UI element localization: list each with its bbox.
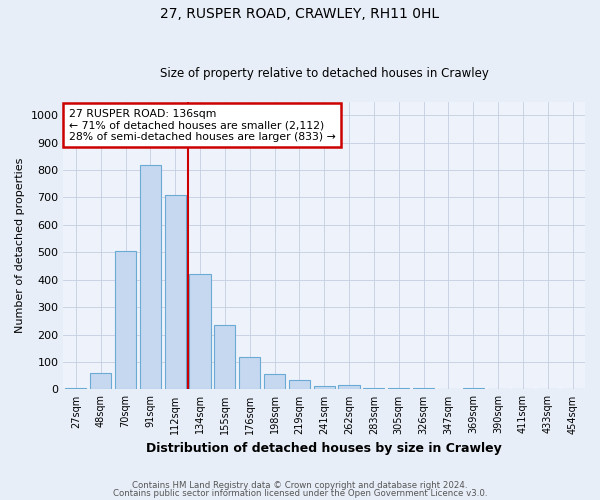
Bar [115, 251, 136, 390]
Bar [338, 386, 359, 390]
Bar [314, 386, 335, 390]
Bar [463, 388, 484, 390]
X-axis label: Distribution of detached houses by size in Crawley: Distribution of detached houses by size … [146, 442, 502, 455]
Bar [388, 388, 409, 390]
Bar [239, 356, 260, 390]
Bar [438, 388, 459, 390]
Bar [90, 373, 111, 390]
Bar [264, 374, 285, 390]
Bar [65, 388, 86, 390]
Text: 27 RUSPER ROAD: 136sqm
← 71% of detached houses are smaller (2,112)
28% of semi-: 27 RUSPER ROAD: 136sqm ← 71% of detached… [68, 108, 335, 142]
Bar [214, 325, 235, 390]
Title: Size of property relative to detached houses in Crawley: Size of property relative to detached ho… [160, 66, 488, 80]
Text: Contains HM Land Registry data © Crown copyright and database right 2024.: Contains HM Land Registry data © Crown c… [132, 481, 468, 490]
Bar [413, 388, 434, 390]
Y-axis label: Number of detached properties: Number of detached properties [15, 158, 25, 333]
Bar [140, 164, 161, 390]
Bar [164, 194, 186, 390]
Text: Contains public sector information licensed under the Open Government Licence v3: Contains public sector information licen… [113, 488, 487, 498]
Bar [364, 388, 385, 390]
Text: 27, RUSPER ROAD, CRAWLEY, RH11 0HL: 27, RUSPER ROAD, CRAWLEY, RH11 0HL [160, 8, 440, 22]
Bar [289, 380, 310, 390]
Bar [190, 274, 211, 390]
